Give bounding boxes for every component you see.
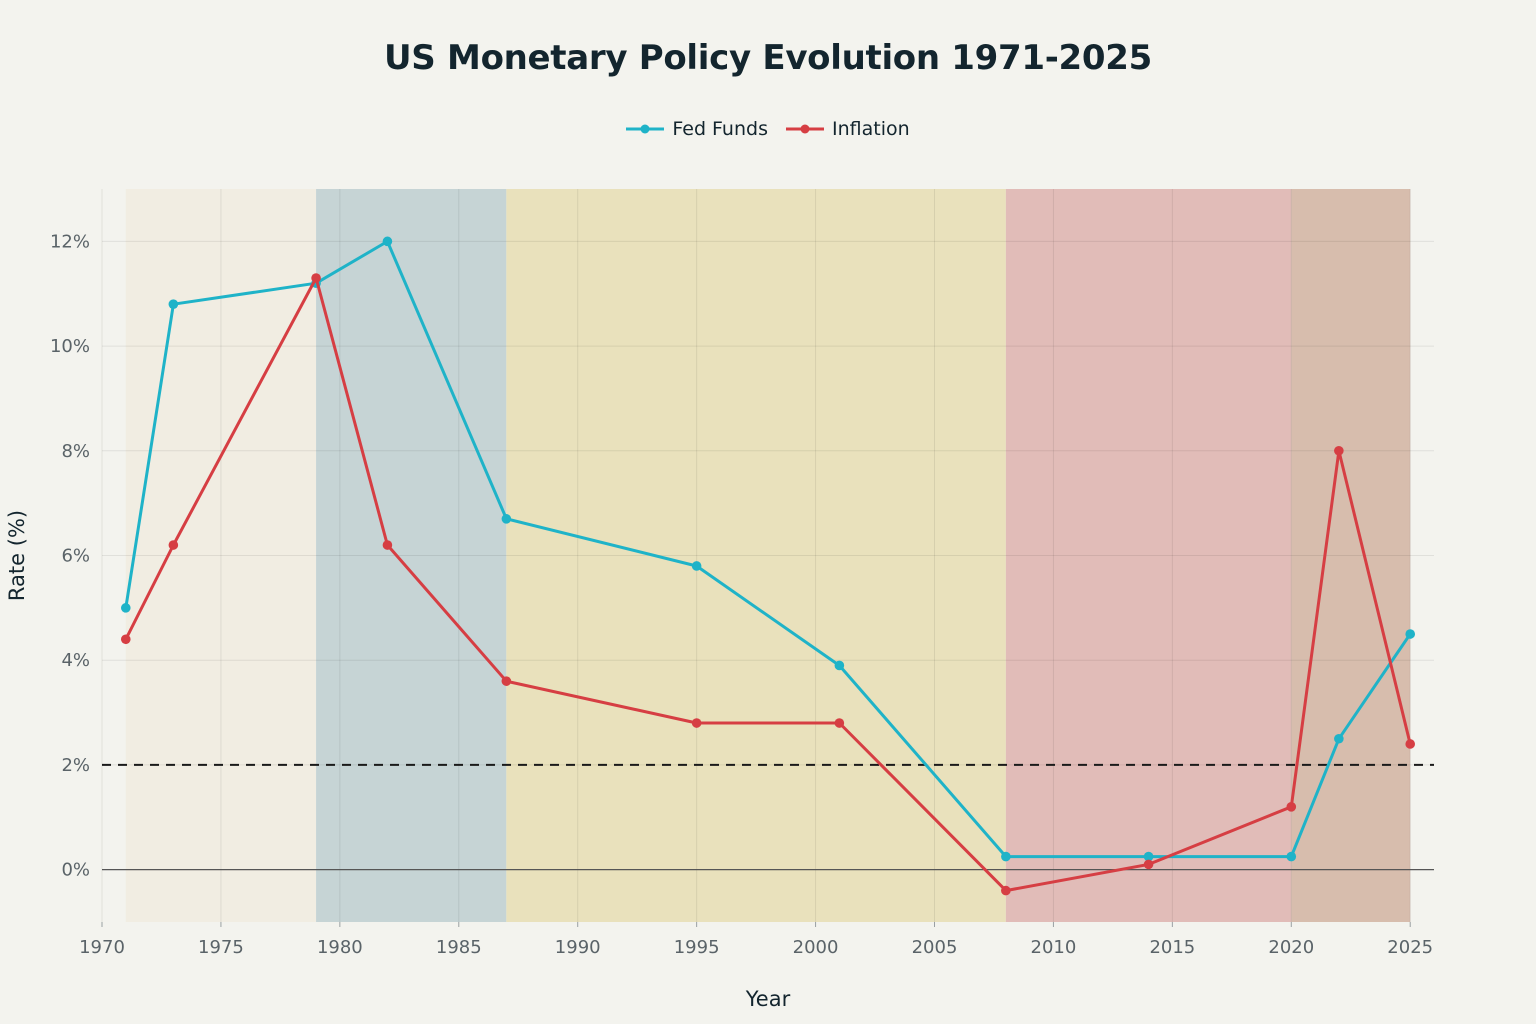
point-fed-funds-2025 <box>1405 629 1416 639</box>
legend-item-inflation[interactable]: Inflation <box>785 118 910 140</box>
y-axis-title: Rate (%) <box>5 510 29 601</box>
x-tick-label-2020: 2020 <box>1268 937 1314 958</box>
x-tick-label-1985: 1985 <box>436 937 482 958</box>
x-axis-title: Year <box>745 987 791 1011</box>
point-fed-funds-1973 <box>168 299 179 309</box>
y-tick-label-12: 12% <box>50 231 90 252</box>
x-tick-label-1990: 1990 <box>555 937 601 958</box>
legend: Fed Funds Inflation <box>0 118 1536 140</box>
point-inflation-1979 <box>311 273 321 283</box>
point-inflation-2001 <box>834 718 845 728</box>
point-inflation-1971 <box>120 634 131 645</box>
y-tick-label-0: 0% <box>61 860 90 881</box>
legend-label-inflation: Inflation <box>831 118 910 140</box>
legend-swatch-inflation <box>785 124 824 134</box>
axes: 1970 1975 1980 1985 1990 1995 2000 2005 2010 2015… <box>50 231 1433 958</box>
x-tick-label-1970: 1970 <box>79 937 125 958</box>
shaded-period-5 <box>1291 189 1411 922</box>
point-inflation-1987 <box>501 676 512 686</box>
shaded-period-1 <box>125 189 317 922</box>
point-inflation-2020 <box>1286 802 1297 812</box>
x-tick-label-2010: 2010 <box>1031 937 1077 958</box>
point-fed-funds-2001 <box>834 660 845 671</box>
x-tick-label-2005: 2005 <box>912 937 958 958</box>
x-tick-label-2000: 2000 <box>793 937 839 958</box>
point-inflation-2022 <box>1334 445 1344 456</box>
x-tick-label-1980: 1980 <box>317 937 363 958</box>
shaded-periods <box>125 189 1411 922</box>
y-tick-label-6: 6% <box>61 546 90 567</box>
legend-item-fed-funds[interactable]: Fed Funds <box>626 118 768 140</box>
point-fed-funds-2022 <box>1334 733 1344 744</box>
point-fed-funds-2008 <box>1001 851 1011 862</box>
y-tick-label-4: 4% <box>61 650 90 671</box>
shaded-period-2 <box>316 189 507 922</box>
grid <box>101 189 1434 922</box>
legend-label-fed-funds: Fed Funds <box>672 118 768 140</box>
y-tick-label-2: 2% <box>61 755 90 776</box>
x-tick-label-1975: 1975 <box>198 937 244 958</box>
point-fed-funds-1987 <box>501 514 512 524</box>
series-layer <box>120 236 1416 896</box>
point-inflation-2014 <box>1143 859 1154 870</box>
shaded-period-4 <box>1005 189 1292 922</box>
reference-lines <box>102 763 1434 871</box>
legend-swatch-fed-funds <box>626 124 665 134</box>
y-tick-label-10: 10% <box>50 336 90 357</box>
point-inflation-2008 <box>1001 885 1011 896</box>
y-tick-label-8: 8% <box>61 441 90 462</box>
x-tick-label-2025: 2025 <box>1387 937 1433 958</box>
point-inflation-1973 <box>168 540 179 550</box>
chart-title: US Monetary Policy Evolution 1971-2025 <box>384 38 1152 78</box>
point-fed-funds-1971 <box>120 603 131 613</box>
point-fed-funds-2014 <box>1143 851 1154 862</box>
point-fed-funds-1982 <box>382 236 393 247</box>
shaded-period-3 <box>506 189 1006 922</box>
point-inflation-1982 <box>382 540 393 550</box>
x-tick-label-1995: 1995 <box>674 937 720 958</box>
point-fed-funds-1995 <box>691 561 702 571</box>
point-inflation-1995 <box>691 718 702 728</box>
series-line-inflation <box>124 276 1412 893</box>
point-inflation-2025 <box>1405 739 1416 749</box>
series-line-fed-funds <box>124 239 1412 859</box>
x-tick-label-2015: 2015 <box>1149 937 1195 958</box>
point-fed-funds-2020 <box>1286 851 1297 862</box>
